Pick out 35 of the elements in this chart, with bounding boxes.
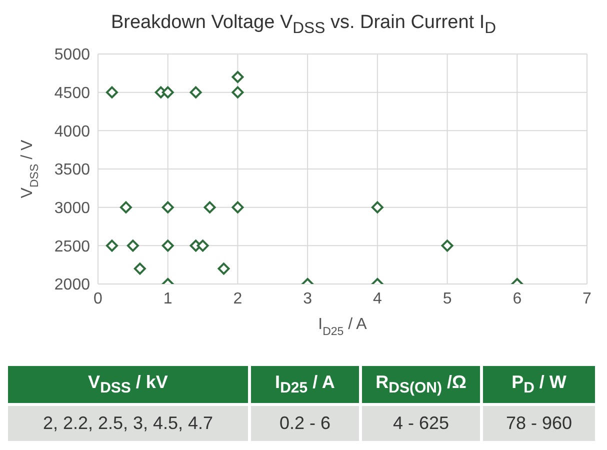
x-tick-label: 3 xyxy=(303,290,312,308)
point xyxy=(162,86,174,98)
point xyxy=(162,201,174,214)
y-tick-label: 2000 xyxy=(54,276,90,294)
point xyxy=(190,86,202,98)
point xyxy=(218,262,230,275)
y-tick-label: 2500 xyxy=(54,238,90,256)
point xyxy=(196,240,209,252)
y-tick-label: 4500 xyxy=(54,85,90,102)
point xyxy=(106,240,118,252)
point xyxy=(120,201,132,214)
point xyxy=(232,71,244,83)
point xyxy=(204,201,216,214)
x-tick-label: 6 xyxy=(512,290,522,308)
chart-title: Breakdown Voltage V$_{DSS}$ vs. Drain Current I$_{D}$ xyxy=(110,11,498,39)
y-tick-label: 5000 xyxy=(54,46,90,64)
point xyxy=(134,262,146,275)
y-tick-label: 3500 xyxy=(54,162,90,179)
point xyxy=(162,240,174,252)
x-tick-label: 0 xyxy=(94,290,103,308)
point xyxy=(106,86,118,98)
x-tick-label: 7 xyxy=(582,290,592,308)
y-tick-label: 4000 xyxy=(54,123,90,140)
point xyxy=(371,201,384,214)
point xyxy=(232,201,244,214)
spec-table: V$_{DSS}$ / kV I$_{D25}$ / A R$_{DS(ON)}$ /Ω P$_{D}$ / W 2, 2.2, 2.5, 3, 4.5, 4.7 0.2 - 6 4 - 625 78 - 960 xyxy=(8,366,599,441)
x-tick-label: 5 xyxy=(442,290,452,308)
point xyxy=(126,240,139,252)
x-tick-label: 1 xyxy=(163,290,172,308)
point xyxy=(232,86,244,98)
x-tick-label: 2 xyxy=(233,290,242,308)
x-axis-title: I$_{D25}$ / A xyxy=(318,316,368,338)
x-tick-label: 4 xyxy=(372,290,382,308)
y-tick-label: 3000 xyxy=(54,200,90,218)
point xyxy=(441,240,454,252)
